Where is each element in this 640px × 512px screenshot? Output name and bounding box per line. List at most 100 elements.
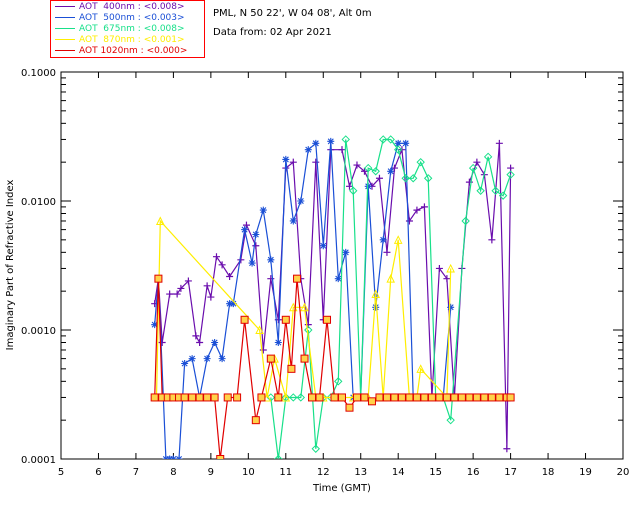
- data-point: [394, 139, 402, 147]
- data-point: [416, 157, 425, 167]
- series-5: [150, 274, 515, 459]
- x-tick-label: 19: [579, 467, 592, 478]
- legend-entry: AOT 870nm : <0.001>: [55, 35, 185, 46]
- data-point: [289, 158, 297, 166]
- data-point: [218, 355, 226, 363]
- series-2: [151, 137, 455, 459]
- data-point: [281, 392, 291, 402]
- data-point: [293, 274, 302, 283]
- plot-area-frame: [60, 71, 624, 460]
- data-point: [468, 163, 478, 173]
- data-point: [226, 272, 234, 280]
- data-point: [442, 393, 451, 402]
- x-tick-label: 15: [429, 467, 442, 478]
- data-point: [207, 293, 215, 301]
- x-tick-label: 14: [392, 467, 405, 478]
- data-point: [495, 139, 503, 147]
- data-point: [323, 315, 332, 324]
- data-point: [177, 284, 185, 292]
- data-point: [319, 242, 327, 250]
- data-point: [506, 393, 515, 402]
- data-point: [267, 256, 275, 264]
- data-point: [473, 158, 481, 166]
- data-point: [352, 393, 361, 402]
- data-point: [211, 339, 219, 347]
- data-point: [175, 455, 183, 459]
- data-point: [364, 163, 373, 173]
- data-point: [274, 393, 283, 402]
- data-point: [226, 300, 234, 308]
- data-point: [401, 174, 410, 183]
- data-point: [289, 393, 298, 402]
- data-point: [420, 393, 429, 402]
- data-point: [338, 393, 346, 402]
- y-tick-label: 0.0001: [21, 455, 56, 466]
- x-tick-label: 11: [279, 467, 292, 478]
- data-point: [248, 259, 256, 267]
- data-point: [223, 393, 232, 402]
- x-tick-label: 8: [170, 467, 176, 478]
- data-point: [435, 264, 443, 272]
- data-point: [312, 139, 320, 147]
- x-tick-label: 16: [467, 467, 480, 478]
- data-point: [379, 135, 388, 144]
- data-point: [300, 354, 309, 363]
- legend-entry: AOT 675nm : <0.008>: [55, 24, 185, 35]
- data-point: [203, 393, 212, 402]
- x-tick-label: 6: [95, 467, 101, 478]
- data-point: [386, 274, 396, 283]
- data-point: [330, 393, 339, 402]
- data-point: [483, 152, 493, 162]
- data-point: [408, 174, 418, 183]
- legend-swatch: [55, 28, 75, 29]
- data-point: [435, 393, 444, 402]
- x-tick-label: 12: [317, 467, 330, 478]
- data-point: [195, 393, 204, 402]
- data-point: [465, 178, 473, 186]
- data-point: [281, 315, 290, 324]
- legend-entry: AOT 1020nm : <0.000>: [55, 46, 187, 57]
- data-point: [345, 403, 354, 412]
- data-point: [287, 364, 296, 373]
- data-point: [218, 261, 226, 269]
- data-point: [472, 393, 481, 402]
- x-tick-label: 17: [504, 467, 517, 478]
- data-point: [274, 339, 282, 347]
- data-point: [345, 182, 353, 190]
- data-point: [311, 444, 320, 453]
- data-point: [488, 236, 496, 244]
- data-point: [360, 393, 369, 402]
- legend-swatch: [55, 39, 75, 40]
- data-point: [188, 393, 197, 402]
- data-point: [507, 164, 515, 172]
- data-point: [173, 290, 181, 298]
- data-point: [216, 455, 225, 459]
- data-point: [158, 339, 166, 347]
- data-point: [386, 135, 395, 144]
- legend-label: AOT 1020nm : <0.000>: [79, 46, 188, 56]
- data-point: [252, 230, 260, 238]
- data-point: [257, 393, 266, 402]
- data-point: [252, 242, 260, 250]
- data-point: [151, 321, 159, 329]
- legend-label: AOT 675nm : <0.008>: [79, 24, 185, 34]
- data-point: [503, 445, 511, 453]
- data-point: [251, 416, 260, 425]
- data-point: [487, 393, 496, 402]
- data-point: [412, 393, 421, 402]
- x-axis-label: Time (GMT): [312, 483, 371, 494]
- data-point: [353, 161, 361, 169]
- data-point: [416, 364, 425, 373]
- data-point: [267, 275, 275, 283]
- data-point: [308, 393, 317, 402]
- data-point: [390, 393, 399, 402]
- data-point: [300, 302, 309, 312]
- data-point: [296, 393, 305, 402]
- x-tick-label: 10: [242, 467, 255, 478]
- data-point: [450, 393, 459, 402]
- data-point: [375, 174, 383, 182]
- data-point: [371, 289, 381, 299]
- data-point: [274, 454, 283, 459]
- data-point: [289, 217, 297, 225]
- site-info: PML, N 50 22', W 04 08', Alt 0m: [213, 8, 372, 19]
